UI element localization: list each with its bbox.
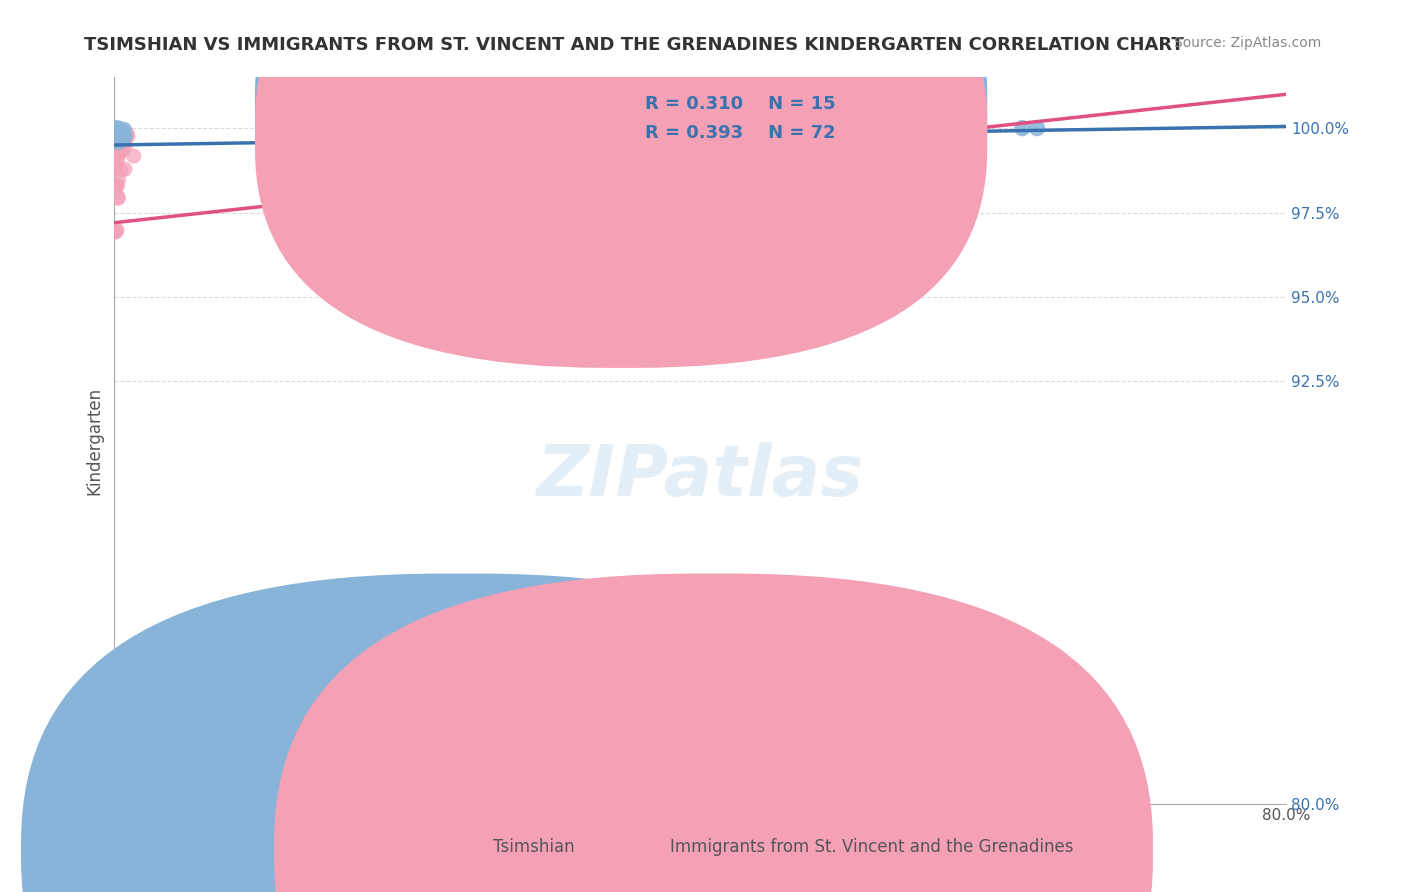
Point	[104, 122, 127, 136]
Point	[114, 162, 136, 177]
Point	[105, 124, 128, 138]
Point	[107, 191, 129, 205]
Point	[108, 130, 131, 145]
Point	[112, 123, 135, 137]
Point	[114, 134, 136, 148]
Point	[122, 149, 145, 163]
Text: ZIPatlas: ZIPatlas	[537, 442, 863, 511]
Point	[110, 136, 132, 150]
Point	[105, 155, 128, 169]
Point	[105, 144, 128, 158]
Point	[111, 126, 134, 140]
Point	[107, 138, 129, 153]
Point	[104, 122, 127, 136]
Text: Source: ZipAtlas.com: Source: ZipAtlas.com	[1174, 36, 1322, 50]
Point	[104, 178, 127, 192]
Point	[107, 128, 129, 143]
Point	[110, 127, 132, 141]
Point	[107, 152, 129, 166]
Point	[1011, 121, 1033, 136]
Point	[104, 126, 127, 140]
Point	[114, 138, 136, 153]
Point	[104, 144, 127, 158]
Point	[111, 144, 134, 158]
Point	[105, 132, 128, 146]
Point	[104, 225, 127, 239]
Point	[107, 131, 129, 145]
Point	[104, 145, 127, 159]
Point	[111, 132, 134, 146]
Y-axis label: Kindergarten: Kindergarten	[86, 386, 103, 494]
Text: TSIMSHIAN VS IMMIGRANTS FROM ST. VINCENT AND THE GRENADINES KINDERGARTEN CORRELA: TSIMSHIAN VS IMMIGRANTS FROM ST. VINCENT…	[84, 36, 1184, 54]
Point	[105, 223, 128, 237]
Point	[104, 159, 127, 173]
Point	[111, 138, 134, 153]
Point	[105, 668, 128, 682]
Point	[112, 129, 135, 144]
Point	[110, 123, 132, 137]
Point	[111, 130, 134, 145]
Point	[112, 133, 135, 147]
Text: Tsimshian: Tsimshian	[494, 838, 575, 855]
Point	[105, 125, 128, 139]
Point	[105, 224, 128, 238]
Point	[107, 140, 129, 154]
Point	[107, 121, 129, 136]
Point	[117, 129, 139, 144]
Point	[105, 122, 128, 136]
Point	[104, 160, 127, 174]
Point	[104, 127, 127, 141]
Text: Immigrants from St. Vincent and the Grenadines: Immigrants from St. Vincent and the Gren…	[671, 838, 1073, 855]
Point	[105, 136, 128, 151]
Point	[104, 179, 127, 194]
Point	[103, 130, 125, 145]
Point	[107, 121, 129, 136]
Point	[110, 122, 132, 136]
Point	[108, 145, 131, 160]
Point	[107, 190, 129, 204]
Text: R = 0.310    N = 15: R = 0.310 N = 15	[645, 95, 835, 112]
Point	[108, 132, 131, 146]
Point	[104, 123, 127, 137]
Point	[111, 128, 134, 143]
Point	[105, 128, 128, 142]
Text: R = 0.393    N = 72: R = 0.393 N = 72	[645, 124, 835, 142]
Point	[103, 148, 125, 162]
Point	[107, 127, 129, 141]
Point	[105, 142, 128, 156]
Point	[104, 121, 127, 136]
Point	[111, 131, 134, 145]
Point	[104, 121, 127, 136]
FancyBboxPatch shape	[254, 0, 987, 339]
Point	[104, 133, 127, 147]
Point	[104, 144, 127, 158]
Point	[103, 144, 125, 158]
Point	[107, 135, 129, 149]
Point	[107, 128, 129, 142]
Point	[104, 145, 127, 160]
FancyBboxPatch shape	[254, 0, 987, 368]
Point	[1026, 121, 1049, 136]
Point	[107, 141, 129, 155]
Point	[110, 125, 132, 139]
Point	[104, 140, 127, 154]
Point	[104, 158, 127, 172]
Point	[108, 143, 131, 157]
Point	[104, 146, 127, 161]
Point	[107, 178, 129, 193]
Point	[110, 131, 132, 145]
FancyBboxPatch shape	[589, 63, 858, 143]
Point	[105, 124, 128, 138]
Point	[108, 145, 131, 159]
Point	[115, 127, 138, 141]
Point	[107, 173, 129, 187]
Point	[110, 163, 132, 178]
Point	[108, 129, 131, 144]
Point	[924, 121, 946, 136]
Point	[108, 139, 131, 153]
Point	[107, 123, 129, 137]
Point	[104, 130, 127, 145]
Point	[104, 142, 127, 156]
